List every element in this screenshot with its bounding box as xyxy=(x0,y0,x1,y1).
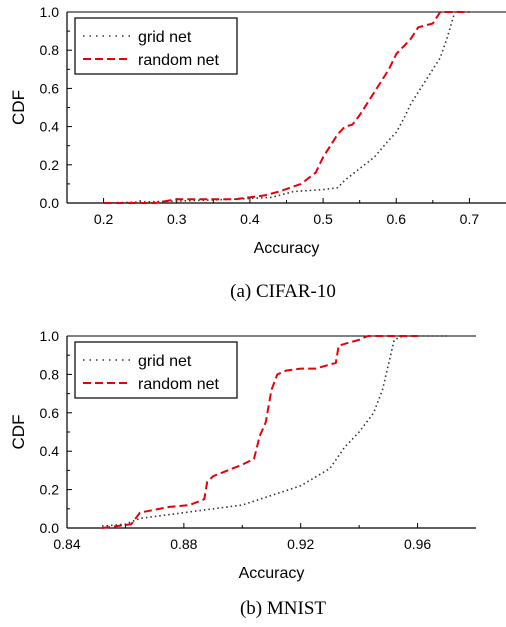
caption-mnist: (b) MNIST xyxy=(240,598,326,619)
chart-panel-cifar10: (a) CIFAR-10 0.2 0.3 0.4 0.5 0.6 0.7 0.0 0.2 0.4… xyxy=(9,4,506,302)
y-tick-label-mnist: 0.4 xyxy=(40,443,60,459)
x-tick-label-mnist: 0.88 xyxy=(170,536,197,552)
y-tick-label-mnist: 0.0 xyxy=(40,520,60,536)
y-tick-label-cifar10: 0.6 xyxy=(40,80,60,96)
legend-label-grid-net-cifar10: grid net xyxy=(138,29,192,46)
x-tick-label-mnist: 0.92 xyxy=(287,536,314,552)
y-tick-label-mnist: 0.8 xyxy=(40,366,60,382)
series-line-grid-net-cifar10 xyxy=(103,11,470,204)
y-tick-label-cifar10: 1.0 xyxy=(40,4,60,20)
x-tick-label-mnist: 0.96 xyxy=(404,536,431,552)
y-tick-label-mnist: 0.6 xyxy=(40,405,60,421)
y-tick-label-cifar10: 0.4 xyxy=(40,119,60,135)
x-axis-label-cifar10: Accuracy xyxy=(254,240,320,257)
legend-box-mnist xyxy=(74,341,238,399)
x-tick-label-cifar10: 0.5 xyxy=(313,211,333,227)
y-tick-label-mnist: 1.0 xyxy=(40,328,60,344)
x-tick-label-mnist: 0.84 xyxy=(53,536,80,552)
y-axis-label-mnist: CDF xyxy=(9,415,28,450)
legend-label-random-net-mnist: random net xyxy=(138,376,219,393)
x-tick-label-cifar10: 0.3 xyxy=(167,211,187,227)
chart-panel-mnist: (b) MNIST 0.84 0.88 0.92 0.96 0.0 0.2 0.4 0.6 0.… xyxy=(9,328,476,619)
y-axis-label-cifar10: CDF xyxy=(9,90,28,125)
series-line-grid-net-mnist xyxy=(102,335,447,527)
legend-label-random-net-cifar10: random net xyxy=(138,52,219,69)
series-line-random-net-mnist xyxy=(101,335,418,529)
x-tick-label-cifar10: 0.4 xyxy=(240,211,260,227)
x-tick-label-cifar10: 0.7 xyxy=(460,211,480,227)
y-tick-label-cifar10: 0.2 xyxy=(40,157,60,173)
legend-box-cifar10 xyxy=(74,17,238,75)
x-tick-label-cifar10: 0.6 xyxy=(387,211,407,227)
legend-label-grid-net-mnist: grid net xyxy=(138,353,192,370)
x-tick-label-cifar10: 0.2 xyxy=(94,211,114,227)
caption-cifar10: (a) CIFAR-10 xyxy=(230,281,336,302)
y-tick-label-cifar10: 0.0 xyxy=(40,195,60,211)
series-line-random-net-cifar10 xyxy=(103,11,470,204)
x-axis-label-mnist: Accuracy xyxy=(239,565,305,582)
y-tick-label-mnist: 0.2 xyxy=(40,482,60,498)
y-tick-label-cifar10: 0.8 xyxy=(40,42,60,58)
